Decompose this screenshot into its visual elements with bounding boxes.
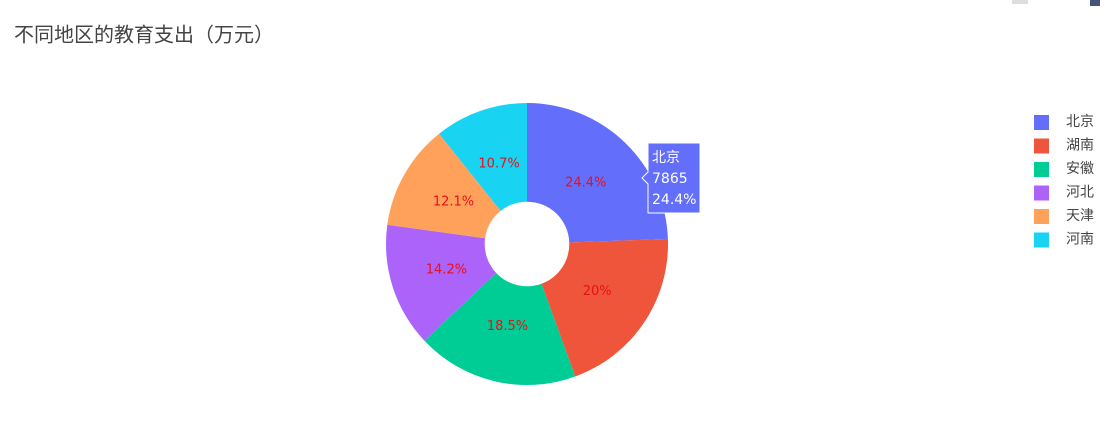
- legend-label: 北京: [1066, 114, 1094, 130]
- tooltip-box: [641, 142, 701, 214]
- pie-slice: [541, 238, 668, 377]
- legend-label: 天津: [1066, 208, 1094, 224]
- tooltip-value: 7865: [652, 171, 688, 187]
- legend-swatch: [1034, 232, 1049, 248]
- legend-swatch: [1034, 138, 1049, 154]
- slice-label: 20%: [583, 284, 612, 299]
- chart-title: 不同地区的教育支出（万元）: [14, 23, 274, 47]
- slice-label: 10.7%: [478, 157, 519, 172]
- legend-swatch: [1034, 162, 1049, 177]
- tooltip-category: 北京: [652, 150, 680, 166]
- toolbar-icon[interactable]: [1012, 0, 1028, 4]
- legend-swatch: [1034, 185, 1049, 201]
- legend-label: 湖南: [1066, 138, 1094, 154]
- pie-slice: [385, 224, 497, 341]
- pie-slice: [527, 103, 668, 243]
- legend-swatch: [1034, 209, 1049, 224]
- pie-slice: [387, 133, 501, 239]
- slice-label: 24.4%: [565, 176, 606, 191]
- tooltip-percent: 24.4%: [652, 192, 696, 208]
- legend-label: 安徽: [1066, 161, 1094, 177]
- toolbar-icon[interactable]: [1090, 0, 1100, 6]
- pie-slice: [424, 273, 576, 386]
- slice-label: 18.5%: [487, 319, 528, 334]
- pie-slice: [439, 103, 527, 211]
- legend-label: 河南: [1066, 232, 1094, 248]
- slice-label: 12.1%: [433, 195, 474, 210]
- slice-label: 14.2%: [426, 262, 467, 277]
- legend-swatch: [1034, 115, 1049, 130]
- legend-label: 河北: [1066, 185, 1094, 201]
